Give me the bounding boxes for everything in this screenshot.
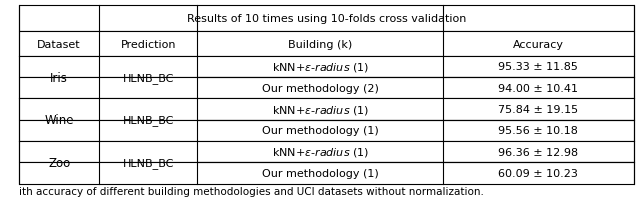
Text: HLNB_BC: HLNB_BC	[122, 157, 174, 168]
Text: 95.33 ± 11.85: 95.33 ± 11.85	[499, 62, 579, 72]
Text: kNN+$\epsilon$-$\mathit{radius}$ (1): kNN+$\epsilon$-$\mathit{radius}$ (1)	[271, 103, 369, 116]
Text: kNN+$\epsilon$-$\mathit{radius}$ (1): kNN+$\epsilon$-$\mathit{radius}$ (1)	[271, 61, 369, 74]
Text: kNN+$\epsilon$-$\mathit{radius}$ (1): kNN+$\epsilon$-$\mathit{radius}$ (1)	[271, 145, 369, 159]
Text: Dataset: Dataset	[37, 39, 81, 49]
Text: Wine: Wine	[44, 114, 74, 127]
Text: ith accuracy of different building methodologies and UCI datasets without normal: ith accuracy of different building metho…	[19, 186, 484, 196]
Text: Prediction: Prediction	[120, 39, 176, 49]
Text: Building (k): Building (k)	[288, 39, 353, 49]
Text: 75.84 ± 19.15: 75.84 ± 19.15	[499, 105, 579, 115]
Text: HLNB_BC: HLNB_BC	[122, 115, 174, 126]
Text: Our methodology (2): Our methodology (2)	[262, 83, 379, 93]
Text: Our methodology (1): Our methodology (1)	[262, 126, 379, 136]
Text: 60.09 ± 10.23: 60.09 ± 10.23	[499, 168, 579, 178]
Text: 94.00 ± 10.41: 94.00 ± 10.41	[499, 83, 579, 93]
Text: Our methodology (1): Our methodology (1)	[262, 168, 379, 178]
Text: Iris: Iris	[50, 71, 68, 84]
Text: Results of 10 times using 10-folds cross validation: Results of 10 times using 10-folds cross…	[187, 14, 466, 24]
Text: 95.56 ± 10.18: 95.56 ± 10.18	[499, 126, 579, 136]
Text: HLNB_BC: HLNB_BC	[122, 72, 174, 83]
Text: Accuracy: Accuracy	[513, 39, 564, 49]
Text: Zoo: Zoo	[48, 156, 70, 169]
Text: 96.36 ± 12.98: 96.36 ± 12.98	[499, 147, 579, 157]
